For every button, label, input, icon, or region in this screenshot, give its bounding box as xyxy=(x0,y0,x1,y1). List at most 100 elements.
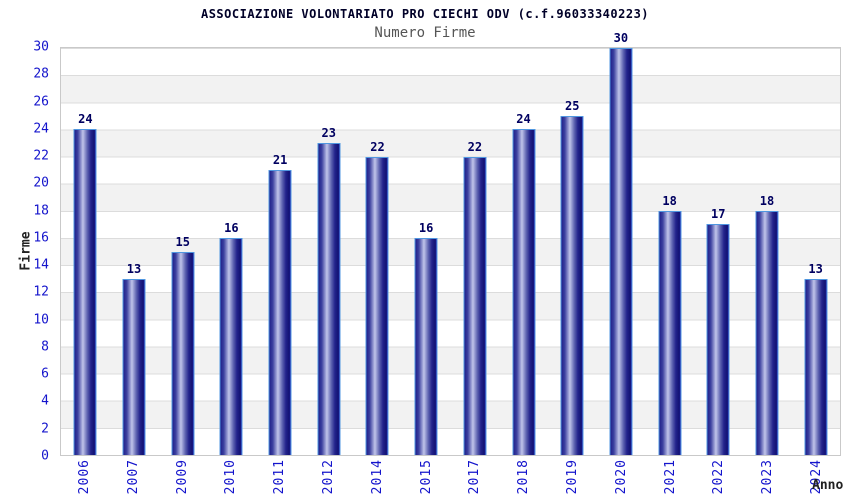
y-tick-label: 30 xyxy=(33,39,49,55)
bar-value-label: 22 xyxy=(370,139,385,154)
bar-2012 xyxy=(317,142,341,455)
bar-2022 xyxy=(706,224,730,455)
bars-row: 24 13 15 16 21 23 22 16 22 24 25 30 18 17 18 13 xyxy=(61,31,840,455)
x-tick-label: 2022 xyxy=(711,459,727,495)
y-tick-label: 12 xyxy=(33,284,49,300)
y-tick-label: 20 xyxy=(33,175,49,191)
y-tick-label: 8 xyxy=(41,339,49,355)
x-slot: 2009 xyxy=(158,459,207,499)
x-slot: 2022 xyxy=(695,459,744,499)
bar-2017 xyxy=(463,156,487,455)
x-axis: 2006 2007 2009 2010 2011 2012 2014 2015 2017 2018… xyxy=(60,459,841,499)
bar-slot-2017: 22 xyxy=(451,48,500,455)
x-slot: 2014 xyxy=(353,459,402,499)
x-slot: 2019 xyxy=(548,459,597,499)
bar-2009 xyxy=(171,251,195,455)
x-tick-label: 2019 xyxy=(565,459,581,495)
bar-value-label: 13 xyxy=(808,261,823,276)
x-slot: 2007 xyxy=(109,459,158,499)
y-tick-label: 14 xyxy=(33,257,49,273)
bar-value-label: 18 xyxy=(759,193,775,208)
bar-value-label: 18 xyxy=(662,193,677,208)
bar-2010 xyxy=(219,237,243,455)
bar-2021 xyxy=(658,210,682,455)
x-tick-label: 2021 xyxy=(662,459,678,495)
y-tick-label: 0 xyxy=(41,448,49,464)
bar-2011 xyxy=(268,170,292,455)
bar-2019 xyxy=(560,115,584,455)
bar-value-label: 22 xyxy=(467,139,483,154)
x-tick-label: 2009 xyxy=(174,459,190,495)
bar-slot-2023: 18 xyxy=(743,48,792,455)
y-tick-label: 26 xyxy=(33,94,49,110)
bar-slot-2022: 17 xyxy=(694,48,743,455)
bar-2018 xyxy=(512,129,536,455)
bar-slot-2006: 24 xyxy=(61,48,110,455)
x-tick-label: 2014 xyxy=(369,459,385,495)
bar-value-label: 25 xyxy=(564,98,580,113)
bar-slot-2015: 16 xyxy=(402,48,451,455)
bar-value-label: 21 xyxy=(272,153,288,168)
y-tick-label: 16 xyxy=(33,230,49,246)
y-tick-label: 6 xyxy=(41,366,49,382)
bar-slot-2011: 21 xyxy=(256,48,305,455)
bar-value-label: 16 xyxy=(224,220,239,235)
chart-title: ASSOCIAZIONE VOLONTARIATO PRO CIECHI ODV… xyxy=(200,7,650,21)
bar-value-label: 15 xyxy=(175,234,190,249)
x-tick-label: 2018 xyxy=(516,459,532,495)
bar-slot-2012: 23 xyxy=(304,48,353,455)
bar-slot-2021: 18 xyxy=(645,48,694,455)
bar-slot-2007: 13 xyxy=(110,48,159,455)
bar-value-label: 23 xyxy=(321,125,337,140)
bar-slot-2010: 16 xyxy=(207,48,256,455)
plot-area: 24 13 15 16 21 23 22 16 22 24 25 30 18 17 18 13 xyxy=(60,31,841,456)
x-slot: 2012 xyxy=(304,459,353,499)
y-tick-label: 2 xyxy=(41,421,49,437)
x-tick-label: 2006 xyxy=(76,459,92,495)
x-slot: 2010 xyxy=(206,459,255,499)
y-tick-label: 18 xyxy=(33,203,49,219)
y-tick-label: 4 xyxy=(41,393,49,409)
y-tick-label: 28 xyxy=(33,66,49,82)
x-tick-label: 2010 xyxy=(223,459,239,495)
bar-slot-2024: 13 xyxy=(791,48,840,455)
bar-2015 xyxy=(414,237,438,455)
bar-slot-2019: 25 xyxy=(548,48,597,455)
bar-2006 xyxy=(73,129,97,455)
x-tick-label: 2015 xyxy=(418,459,434,495)
bar-value-label: 17 xyxy=(711,207,726,222)
bar-2014 xyxy=(365,156,389,455)
x-tick-label: 2020 xyxy=(613,459,629,495)
bar-slot-2020: 30 xyxy=(597,31,646,455)
bar-value-label: 30 xyxy=(613,31,629,45)
bar-slot-2018: 24 xyxy=(499,48,548,455)
chart-subtitle: Numero Firme xyxy=(374,25,476,41)
x-slot: 2020 xyxy=(597,459,646,499)
bar-value-label: 13 xyxy=(126,261,142,276)
x-tick-label: 2017 xyxy=(467,459,483,495)
bar-2020 xyxy=(609,48,633,455)
x-tick-label: 2023 xyxy=(760,459,776,495)
bar-value-label: 24 xyxy=(78,112,93,127)
bar-slot-2009: 15 xyxy=(158,48,207,455)
x-slot: 2017 xyxy=(451,459,500,499)
x-slot: 2011 xyxy=(255,459,304,499)
y-axis: 0 2 4 6 8 10 12 14 16 18 20 22 24 26 28 30 xyxy=(0,40,55,464)
x-slot: 2006 xyxy=(60,459,109,499)
y-tick-label: 22 xyxy=(33,148,49,164)
x-slot: 2018 xyxy=(499,459,548,499)
bar-value-label: 16 xyxy=(418,220,434,235)
bar-2024 xyxy=(804,278,828,455)
x-tick-label: 2011 xyxy=(272,459,288,495)
bar-2023 xyxy=(755,210,779,455)
x-tick-label: 2007 xyxy=(125,459,141,495)
x-axis-title: Anno xyxy=(812,478,844,493)
bar-value-label: 24 xyxy=(516,112,531,127)
bar-2007 xyxy=(122,278,146,455)
x-slot: 2023 xyxy=(743,459,792,499)
bar-slot-2014: 22 xyxy=(353,48,402,455)
y-tick-label: 10 xyxy=(33,312,49,328)
x-tick-label: 2012 xyxy=(320,459,336,495)
x-slot: 2015 xyxy=(402,459,451,499)
